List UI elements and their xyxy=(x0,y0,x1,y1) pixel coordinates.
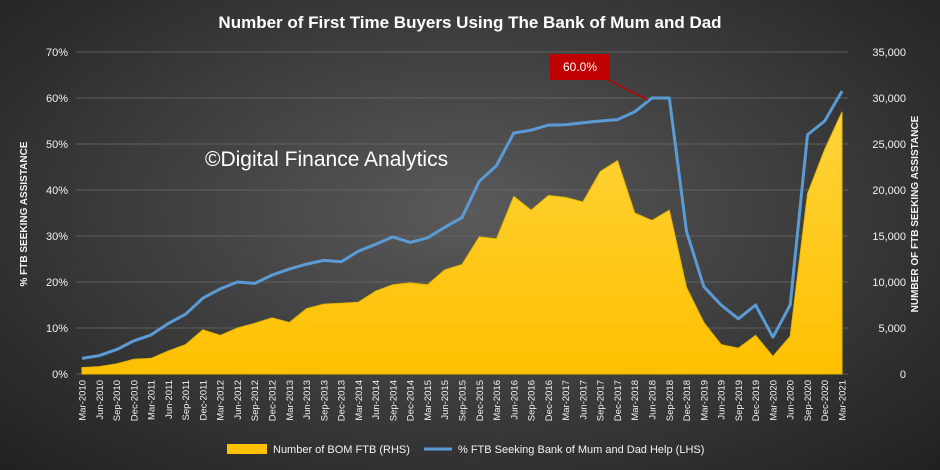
left-tick-label: 0% xyxy=(52,369,68,381)
legend-swatch-area xyxy=(227,444,267,454)
x-tick-label: Jun-2015 xyxy=(440,380,451,420)
x-tick-label: Dec-2016 xyxy=(544,380,555,421)
x-tick-label: Dec-2014 xyxy=(406,380,417,421)
chart-title: Number of First Time Buyers Using The Ba… xyxy=(218,13,721,32)
x-tick-label: Mar-2014 xyxy=(354,380,365,421)
x-tick-label: Sep-2017 xyxy=(596,380,607,421)
x-tick-label: Dec-2017 xyxy=(613,380,624,421)
x-tick-label: Jun-2012 xyxy=(233,380,244,420)
x-tick-label: Dec-2012 xyxy=(268,380,279,421)
x-tick-label: Dec-2020 xyxy=(820,380,831,421)
x-tick-label: Jun-2019 xyxy=(717,380,728,420)
right-tick-label: 0 xyxy=(900,369,906,381)
x-tick-label: Sep-2011 xyxy=(181,380,192,421)
x-tick-label: Sep-2014 xyxy=(388,380,399,421)
x-tick-label: Sep-2019 xyxy=(734,380,745,421)
right-tick-label: 20,000 xyxy=(872,185,906,197)
line-series xyxy=(81,90,844,360)
x-tick-label: Mar-2018 xyxy=(630,380,641,421)
x-tick-label: Sep-2010 xyxy=(112,380,123,421)
x-tick-label: Sep-2012 xyxy=(250,380,261,421)
x-tick-label: Sep-2016 xyxy=(527,380,538,421)
left-tick-label: 50% xyxy=(46,139,68,151)
callout-leader xyxy=(604,77,649,101)
left-axis-ticks: 0% 10% 20% 30% 40% 50% 60% 70% xyxy=(46,47,68,381)
x-tick-label: Jun-2011 xyxy=(164,380,175,419)
x-tick-label: Mar-2019 xyxy=(699,380,710,421)
x-tick-label: Sep-2013 xyxy=(319,380,330,421)
x-tick-label: Jun-2010 xyxy=(95,380,106,420)
x-tick-label: Sep-2018 xyxy=(665,380,676,421)
x-tick-label: Dec-2013 xyxy=(337,380,348,421)
x-tick-label: Jun-2017 xyxy=(578,380,589,420)
right-tick-label: 10,000 xyxy=(872,277,906,289)
x-tick-label: Mar-2011 xyxy=(147,380,158,420)
left-tick-label: 30% xyxy=(46,231,68,243)
left-axis-label: % FTB SEEKING ASSISTANCE xyxy=(19,141,30,286)
x-tick-label: Jun-2014 xyxy=(371,380,382,420)
x-tick-label: Jun-2018 xyxy=(648,380,659,420)
right-tick-label: 35,000 xyxy=(872,47,906,59)
right-tick-label: 30,000 xyxy=(872,93,906,105)
x-tick-label: Sep-2020 xyxy=(803,380,814,421)
x-tick-label: Dec-2010 xyxy=(129,380,140,421)
left-tick-label: 70% xyxy=(46,47,68,59)
legend-label-line: % FTB Seeking Bank of Mum and Dad Help (… xyxy=(458,444,704,456)
area-series-fill xyxy=(81,111,843,375)
x-tick-label: Sep-2015 xyxy=(458,380,469,421)
x-tick-label: Mar-2012 xyxy=(216,380,227,421)
left-tick-label: 60% xyxy=(46,93,68,105)
x-tick-label: Jun-2013 xyxy=(302,380,313,420)
x-tick-label: Mar-2010 xyxy=(78,380,89,421)
x-tick-label: Mar-2020 xyxy=(768,380,779,421)
line-series-path xyxy=(81,90,844,360)
area-series xyxy=(81,111,843,375)
x-tick-label: Mar-2016 xyxy=(492,380,503,421)
x-tick-label: Mar-2013 xyxy=(285,380,296,421)
x-tick-label: Dec-2011 xyxy=(198,380,209,421)
x-tick-label: Mar-2021 xyxy=(838,380,849,421)
callout: 60.0% xyxy=(550,54,649,101)
x-tick-label: Mar-2015 xyxy=(423,380,434,421)
right-axis-ticks: 0 5,000 10,000 15,000 20,000 25,000 30,000 35,0… xyxy=(872,47,906,381)
left-tick-label: 10% xyxy=(46,323,68,335)
x-axis-ticks: Mar-2010 Jun-2010 Sep-2010 Dec-2010 Mar-2011… xyxy=(78,380,849,421)
left-tick-label: 20% xyxy=(46,277,68,289)
x-tick-label: Dec-2019 xyxy=(751,380,762,421)
right-tick-label: 25,000 xyxy=(872,139,906,151)
right-axis-label: NUMBER OF FTB SEEKING ASSISTANCE xyxy=(910,115,921,312)
callout-box xyxy=(550,54,610,80)
x-tick-label: Dec-2018 xyxy=(682,380,693,421)
callout-label: 60.0% xyxy=(563,60,597,74)
right-tick-label: 15,000 xyxy=(872,231,906,243)
legend: Number of BOM FTB (RHS) % FTB Seeking Ban… xyxy=(227,444,704,456)
x-tick-label: Jun-2020 xyxy=(786,380,797,420)
legend-label-area: Number of BOM FTB (RHS) xyxy=(273,444,410,456)
x-tick-label: Jun-2016 xyxy=(509,380,520,420)
right-tick-label: 5,000 xyxy=(878,323,906,335)
x-tick-label: Dec-2015 xyxy=(475,380,486,421)
x-tick-label: Mar-2017 xyxy=(561,380,572,421)
watermark-text: ©Digital Finance Analytics xyxy=(205,148,448,171)
left-tick-label: 40% xyxy=(46,185,68,197)
